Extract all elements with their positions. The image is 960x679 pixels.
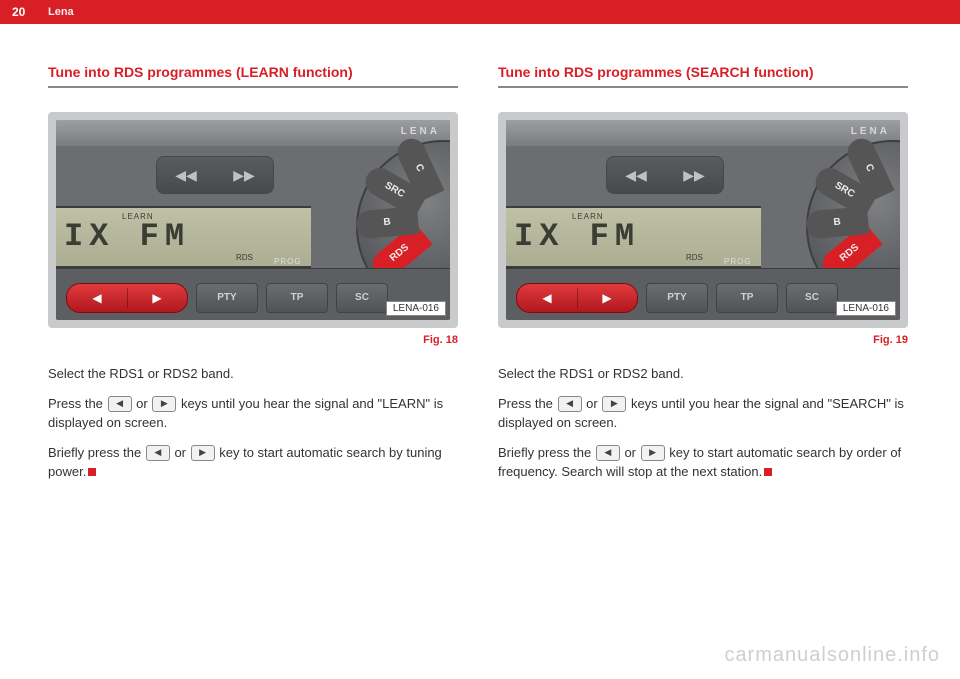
- lcd-main-text: IX FM: [64, 218, 190, 255]
- tp-button: TP: [266, 283, 328, 313]
- prog-label: PROG: [274, 257, 302, 266]
- key-right-icon: ▶: [602, 396, 626, 412]
- right-p3: Briefly press the ◀ or ▶ key to start au…: [498, 443, 908, 482]
- left-p2: Press the ◀ or ▶ keys until you hear the…: [48, 394, 458, 433]
- text-fragment: Briefly press the: [498, 445, 595, 460]
- rocker-left-icon: ◀: [542, 291, 551, 305]
- header-bar: 20 Lena: [0, 0, 960, 24]
- lcd-rds-text: RDS: [686, 253, 703, 262]
- lcd-rds-text: RDS: [236, 253, 253, 262]
- text-fragment: or: [583, 396, 602, 411]
- rocker-right-icon: ▶: [152, 291, 161, 305]
- sc-button: SC: [786, 283, 838, 313]
- rewind-icon: ◀◀: [625, 167, 647, 184]
- right-p1: Select the RDS1 or RDS2 band.: [498, 364, 908, 384]
- lcd-display: LEARN IX FM RDS: [506, 206, 761, 268]
- key-right-icon: ▶: [641, 445, 665, 461]
- tune-rocker: ◀ ▶: [516, 283, 638, 313]
- radio-figure-right: LENA ◀◀ ▶▶ RDS B SRC C LEARN IX FM RDS: [498, 112, 908, 328]
- forward-icon: ▶▶: [233, 167, 255, 184]
- radio-panel: LENA ◀◀ ▶▶ RDS B SRC C LEARN IX FM RDS: [506, 120, 900, 320]
- rocker-left-icon: ◀: [92, 291, 101, 305]
- tp-button: TP: [716, 283, 778, 313]
- radio-logo: LENA: [851, 126, 890, 137]
- radio-panel: LENA ◀◀ ▶▶ RDS B SRC C LEARN IX FM RDS: [56, 120, 450, 320]
- lcd-main-text: IX FM: [514, 218, 640, 255]
- tune-rocker: ◀ ▶: [66, 283, 188, 313]
- page-number: 20: [12, 5, 40, 19]
- rewind-icon: ◀◀: [175, 167, 197, 184]
- figure-code: LENA-016: [836, 301, 896, 316]
- right-heading: Tune into RDS programmes (SEARCH functio…: [498, 64, 908, 88]
- key-right-icon: ▶: [152, 396, 176, 412]
- key-left-icon: ◀: [146, 445, 170, 461]
- rocker-right-icon: ▶: [602, 291, 611, 305]
- seek-buttons: ◀◀ ▶▶: [606, 156, 724, 194]
- seek-buttons: ◀◀ ▶▶: [156, 156, 274, 194]
- text-fragment: Press the: [48, 396, 107, 411]
- pty-button: PTY: [196, 283, 258, 313]
- key-left-icon: ◀: [558, 396, 582, 412]
- figure-label-left: Fig. 18: [48, 334, 458, 346]
- left-column: Tune into RDS programmes (LEARN function…: [48, 64, 458, 492]
- text-fragment: or: [171, 445, 190, 460]
- key-left-icon: ◀: [596, 445, 620, 461]
- end-marker-icon: [88, 468, 96, 476]
- sc-button: SC: [336, 283, 388, 313]
- left-heading: Tune into RDS programmes (LEARN function…: [48, 64, 458, 88]
- text-fragment: Briefly press the: [48, 445, 145, 460]
- forward-icon: ▶▶: [683, 167, 705, 184]
- figure-code: LENA-016: [386, 301, 446, 316]
- figure-label-right: Fig. 19: [498, 334, 908, 346]
- watermark: carmanualsonline.info: [724, 644, 940, 667]
- right-p2: Press the ◀ or ▶ keys until you hear the…: [498, 394, 908, 433]
- content-area: Tune into RDS programmes (LEARN function…: [0, 24, 960, 492]
- right-column: Tune into RDS programmes (SEARCH functio…: [498, 64, 908, 492]
- text-fragment: or: [621, 445, 640, 460]
- left-p1: Select the RDS1 or RDS2 band.: [48, 364, 458, 384]
- pty-button: PTY: [646, 283, 708, 313]
- radio-logo: LENA: [401, 126, 440, 137]
- key-left-icon: ◀: [108, 396, 132, 412]
- lcd-display: LEARN IX FM RDS: [56, 206, 311, 268]
- key-right-icon: ▶: [191, 445, 215, 461]
- text-fragment: or: [133, 396, 152, 411]
- text-fragment: Press the: [498, 396, 557, 411]
- header-brand: Lena: [48, 6, 74, 18]
- left-p3: Briefly press the ◀ or ▶ key to start au…: [48, 443, 458, 482]
- radio-figure-left: LENA ◀◀ ▶▶ RDS B SRC C LEARN IX FM RDS: [48, 112, 458, 328]
- prog-label: PROG: [724, 257, 752, 266]
- end-marker-icon: [764, 468, 772, 476]
